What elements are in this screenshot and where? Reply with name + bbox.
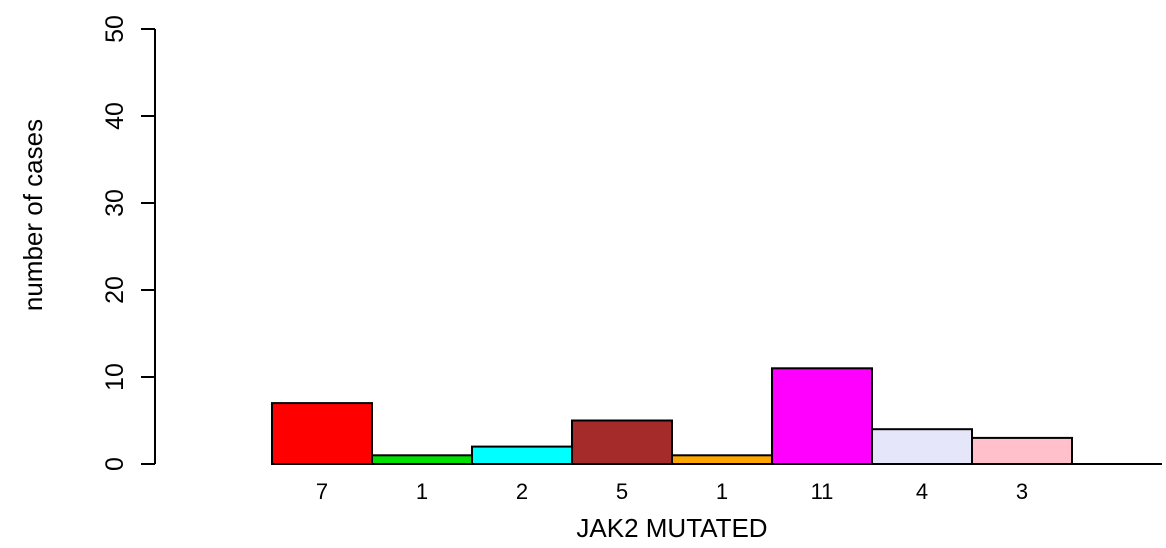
bar-category-label: 1 (716, 479, 728, 504)
y-axis: 0 10 20 30 40 50 (101, 15, 156, 471)
y-tick-label: 10 (101, 363, 129, 391)
y-tick-label: 20 (101, 276, 129, 304)
y-axis-title: number of cases (18, 119, 48, 311)
bar (871, 428, 973, 466)
y-tick-label: 0 (101, 457, 129, 471)
y-tick-label: 40 (101, 102, 129, 130)
bar-category-label: 7 (316, 479, 328, 504)
bar-category-label: 4 (916, 479, 928, 504)
bar (471, 445, 573, 466)
bar-labels: 7 1 2 5 1 11 4 3 (316, 479, 1028, 504)
x-axis-title: JAK2 MUTATED (576, 513, 767, 543)
bar (771, 367, 873, 465)
bar (671, 454, 773, 465)
bar-category-label: 1 (416, 479, 428, 504)
bar-category-label: 2 (516, 479, 528, 504)
bar (971, 436, 1073, 465)
y-tick-label: 50 (101, 15, 129, 43)
bars (271, 367, 1073, 466)
bar-category-label: 11 (811, 479, 834, 504)
bar-category-label: 3 (1016, 479, 1028, 504)
y-tick-label: 30 (101, 189, 129, 217)
bar (571, 419, 673, 465)
bar-category-label: 5 (616, 479, 628, 504)
bar (371, 454, 473, 465)
bar (271, 402, 373, 466)
